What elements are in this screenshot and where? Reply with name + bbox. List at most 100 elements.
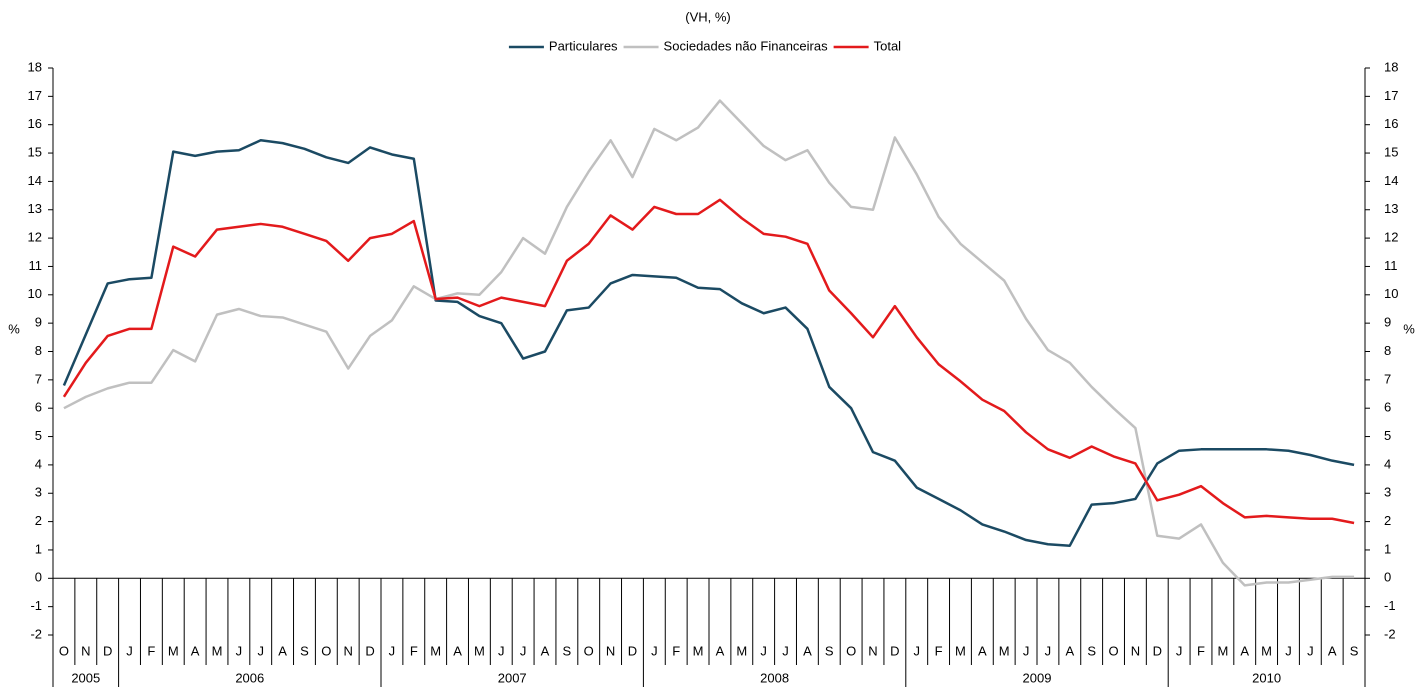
chart-title: (VH, %) xyxy=(685,9,731,24)
y2-tick-label: 5 xyxy=(1384,428,1391,443)
y-tick-label: 5 xyxy=(35,428,42,443)
x-tick-label: M xyxy=(736,643,747,658)
y2-tick-label: 6 xyxy=(1384,400,1391,415)
x-tick-label: A xyxy=(1240,643,1249,658)
x-tick-label: N xyxy=(81,643,90,658)
y2-tick-label: 10 xyxy=(1384,286,1398,301)
year-label: 2007 xyxy=(498,670,527,685)
x-tick-label: M xyxy=(1217,643,1228,658)
x-tick-label: M xyxy=(693,643,704,658)
y2-tick-label: 13 xyxy=(1384,201,1398,216)
x-tick-label: N xyxy=(868,643,877,658)
y-tick-label: 15 xyxy=(28,144,42,159)
x-tick-label: J xyxy=(498,643,505,658)
x-tick-label: S xyxy=(300,643,309,658)
x-tick-label: J xyxy=(1045,643,1052,658)
series-line xyxy=(62,198,1355,525)
x-tick-label: J xyxy=(782,643,789,658)
y-axis-label: % xyxy=(8,321,20,336)
y-tick-label: 8 xyxy=(35,343,42,358)
y-tick-label: 0 xyxy=(35,570,42,585)
legend-label: Total xyxy=(874,38,902,53)
x-tick-label: J xyxy=(1176,643,1183,658)
y-tick-label: 1 xyxy=(35,541,42,556)
x-tick-label: J xyxy=(1285,643,1292,658)
x-tick-label: J xyxy=(1023,643,1030,658)
y-tick-label: 16 xyxy=(28,116,42,131)
x-tick-label: A xyxy=(278,643,287,658)
x-tick-label: N xyxy=(1131,643,1140,658)
y2-tick-label: 18 xyxy=(1384,59,1398,74)
y2-tick-label: 4 xyxy=(1384,456,1391,471)
x-tick-label: D xyxy=(890,643,899,658)
y2-tick-label: 8 xyxy=(1384,343,1391,358)
y-tick-label: -2 xyxy=(30,626,42,641)
x-tick-label: A xyxy=(541,643,550,658)
x-tick-label: O xyxy=(59,643,69,658)
x-tick-label: J xyxy=(126,643,133,658)
legend-label: Particulares xyxy=(549,38,618,53)
x-tick-label: J xyxy=(520,643,527,658)
y2-axis-label: % xyxy=(1403,321,1415,336)
y-tick-label: 14 xyxy=(28,173,42,188)
y-tick-label: 7 xyxy=(35,371,42,386)
x-tick-label: D xyxy=(103,643,112,658)
x-tick-label: D xyxy=(365,643,374,658)
x-tick-label: A xyxy=(1328,643,1337,658)
x-tick-label: D xyxy=(1153,643,1162,658)
x-tick-label: F xyxy=(1197,643,1205,658)
x-tick-label: N xyxy=(344,643,353,658)
x-tick-label: J xyxy=(236,643,243,658)
y2-tick-label: 3 xyxy=(1384,485,1391,500)
x-tick-label: M xyxy=(212,643,223,658)
y2-tick-label: 14 xyxy=(1384,173,1398,188)
x-tick-label: O xyxy=(846,643,856,658)
x-tick-label: A xyxy=(191,643,200,658)
y-tick-label: 4 xyxy=(35,456,42,471)
y-tick-label: 9 xyxy=(35,315,42,330)
y-tick-label: 11 xyxy=(29,258,43,273)
y-tick-label: 10 xyxy=(28,286,42,301)
x-tick-label: M xyxy=(999,643,1010,658)
x-tick-label: S xyxy=(563,643,572,658)
y-tick-label: 3 xyxy=(35,485,42,500)
x-tick-label: J xyxy=(913,643,920,658)
y2-tick-label: 2 xyxy=(1384,513,1391,528)
y2-tick-label: 7 xyxy=(1384,371,1391,386)
x-tick-label: J xyxy=(389,643,396,658)
x-tick-label: A xyxy=(453,643,462,658)
y2-tick-label: 12 xyxy=(1384,230,1398,245)
x-tick-label: M xyxy=(168,643,179,658)
y-tick-label: 2 xyxy=(35,513,42,528)
x-tick-label: O xyxy=(321,643,331,658)
y2-tick-label: 9 xyxy=(1384,315,1391,330)
y2-tick-label: -2 xyxy=(1384,626,1396,641)
x-tick-label: F xyxy=(672,643,680,658)
year-label: 2009 xyxy=(1023,670,1052,685)
x-tick-label: N xyxy=(606,643,615,658)
x-tick-label: A xyxy=(716,643,725,658)
year-label: 2006 xyxy=(235,670,264,685)
year-label: 2010 xyxy=(1252,670,1281,685)
x-tick-label: J xyxy=(257,643,264,658)
x-tick-label: A xyxy=(803,643,812,658)
y-tick-label: 12 xyxy=(28,230,42,245)
x-tick-label: A xyxy=(1065,643,1074,658)
y2-tick-label: 17 xyxy=(1384,88,1398,103)
x-tick-label: M xyxy=(430,643,441,658)
y-tick-label: 6 xyxy=(35,400,42,415)
year-label: 2008 xyxy=(760,670,789,685)
x-tick-label: A xyxy=(978,643,987,658)
y2-tick-label: 0 xyxy=(1384,570,1391,585)
x-tick-label: O xyxy=(584,643,594,658)
x-tick-label: F xyxy=(410,643,418,658)
y-tick-label: -1 xyxy=(30,598,42,613)
y-tick-label: 18 xyxy=(28,59,42,74)
x-tick-label: D xyxy=(628,643,637,658)
x-tick-label: S xyxy=(1350,643,1359,658)
y-tick-label: 13 xyxy=(28,201,42,216)
x-tick-label: M xyxy=(1261,643,1272,658)
x-tick-label: F xyxy=(935,643,943,658)
x-tick-label: S xyxy=(1087,643,1096,658)
